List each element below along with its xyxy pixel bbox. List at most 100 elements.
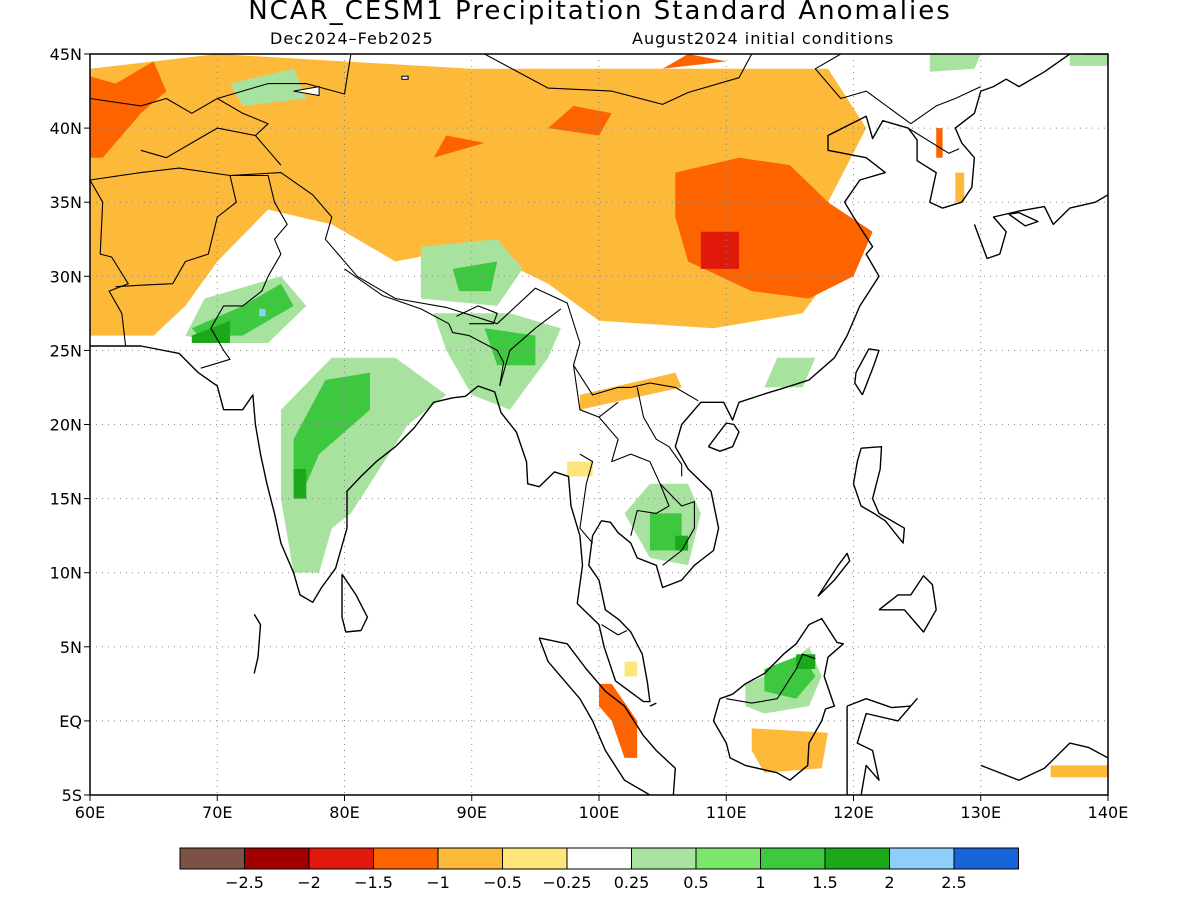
country-border bbox=[598, 416, 670, 536]
country-border bbox=[448, 323, 505, 387]
legend-swatch bbox=[373, 847, 439, 870]
x-tick-label: 130E bbox=[960, 803, 1001, 822]
legend-label: −1 bbox=[426, 873, 450, 892]
season-label: Dec2024–Feb2025 bbox=[270, 29, 434, 48]
coastline bbox=[1008, 211, 1039, 227]
country-border bbox=[726, 653, 816, 704]
legend-swatch bbox=[566, 847, 632, 870]
coastline bbox=[538, 637, 676, 795]
x-tick-label: 120E bbox=[833, 803, 874, 822]
coastline bbox=[878, 575, 937, 633]
country-border bbox=[499, 308, 562, 387]
coastline bbox=[854, 348, 880, 396]
init-label: August2024 initial conditions bbox=[632, 29, 895, 48]
y-tick-label: 30N bbox=[50, 267, 82, 286]
legend-swatch bbox=[631, 847, 697, 870]
x-tick-label: 80E bbox=[329, 803, 359, 822]
coastline bbox=[846, 698, 918, 795]
anomaly-region bbox=[662, 54, 727, 69]
country-border bbox=[115, 175, 237, 288]
anomaly-region bbox=[230, 68, 307, 106]
coastlines bbox=[90, 54, 1108, 795]
legend-swatch bbox=[695, 847, 761, 870]
x-tick-label: 100E bbox=[579, 803, 620, 822]
y-tick-label: 20N bbox=[50, 416, 82, 435]
lake bbox=[401, 75, 409, 80]
legend-swatch bbox=[437, 847, 503, 870]
anomaly-region bbox=[191, 320, 230, 343]
country-border bbox=[456, 305, 498, 325]
legend-swatch bbox=[244, 847, 310, 870]
coastline bbox=[253, 613, 262, 674]
y-tick-label: 45N bbox=[50, 45, 82, 64]
longitude-ticks: 60E 70E 80E 90E 100E 110E 120E 130E 140E bbox=[75, 795, 1129, 822]
coastline bbox=[90, 54, 1071, 703]
anomaly-region bbox=[433, 135, 485, 158]
legend-label: −0.5 bbox=[483, 873, 522, 892]
anomaly-region bbox=[293, 469, 307, 499]
y-tick-label: 40N bbox=[50, 119, 82, 138]
country-border bbox=[636, 387, 683, 477]
country-border bbox=[659, 483, 695, 566]
country-border bbox=[350, 54, 753, 105]
y-tick-label: 25N bbox=[50, 341, 82, 360]
x-tick-label: 90E bbox=[457, 803, 487, 822]
anomaly-region bbox=[259, 308, 266, 317]
anomaly-region bbox=[1050, 765, 1108, 778]
anomaly-regions bbox=[90, 54, 1108, 778]
legend-label: 2.5 bbox=[941, 873, 966, 892]
anomaly-region bbox=[764, 357, 816, 388]
legend-label: 0.5 bbox=[683, 873, 708, 892]
legend-label: 2 bbox=[884, 873, 894, 892]
anomaly-region bbox=[293, 372, 370, 484]
country-border bbox=[907, 127, 960, 154]
legend-label: −0.25 bbox=[542, 873, 591, 892]
anomaly-region bbox=[675, 535, 689, 551]
legend-label: 0.25 bbox=[614, 873, 650, 892]
lakes bbox=[262, 39, 409, 97]
country-border bbox=[90, 97, 269, 159]
anomaly-region bbox=[929, 54, 981, 72]
country-border bbox=[814, 54, 912, 125]
anomaly-region bbox=[579, 372, 682, 410]
anomaly-region bbox=[936, 128, 943, 158]
x-tick-label: 60E bbox=[75, 803, 105, 822]
y-tick-label: 5N bbox=[60, 638, 82, 657]
y-tick-label: EQ bbox=[59, 712, 82, 731]
coastline bbox=[341, 573, 369, 633]
country-border bbox=[601, 624, 628, 636]
anomaly-region bbox=[1069, 54, 1108, 66]
anomaly-region bbox=[751, 728, 828, 773]
y-tick-label: 5S bbox=[62, 786, 82, 805]
x-tick-label: 110E bbox=[706, 803, 747, 822]
country-border bbox=[579, 453, 594, 544]
country-border bbox=[217, 54, 352, 100]
legend-swatch bbox=[953, 847, 1019, 870]
legend-swatch bbox=[308, 847, 374, 870]
anomaly-region bbox=[191, 283, 294, 336]
anomaly-region bbox=[700, 231, 739, 269]
legend-swatch bbox=[179, 847, 245, 870]
anomaly-region bbox=[90, 61, 167, 158]
coastline bbox=[817, 552, 851, 597]
coastline bbox=[712, 617, 844, 781]
coastline bbox=[852, 446, 906, 544]
country-border bbox=[90, 167, 699, 402]
anomaly-region bbox=[484, 328, 536, 366]
country-border bbox=[254, 135, 282, 166]
coastline bbox=[707, 422, 740, 452]
legend-label: 1 bbox=[755, 873, 765, 892]
legend-label: −1.5 bbox=[354, 873, 393, 892]
legend-swatch bbox=[824, 847, 890, 870]
country-border bbox=[344, 268, 450, 325]
country-border bbox=[572, 365, 619, 418]
anomaly-region bbox=[649, 513, 682, 551]
coastline bbox=[980, 742, 1108, 781]
y-tick-label: 15N bbox=[50, 490, 82, 509]
x-tick-label: 140E bbox=[1088, 803, 1129, 822]
legend-swatch bbox=[760, 847, 826, 870]
country-border bbox=[90, 179, 129, 347]
color-legend: −2.5 −2 −1.5 −1 −0.5 −0.25 0.25 0.5 1 1.5 2 2.5 bbox=[179, 847, 1019, 892]
lake bbox=[262, 39, 332, 51]
